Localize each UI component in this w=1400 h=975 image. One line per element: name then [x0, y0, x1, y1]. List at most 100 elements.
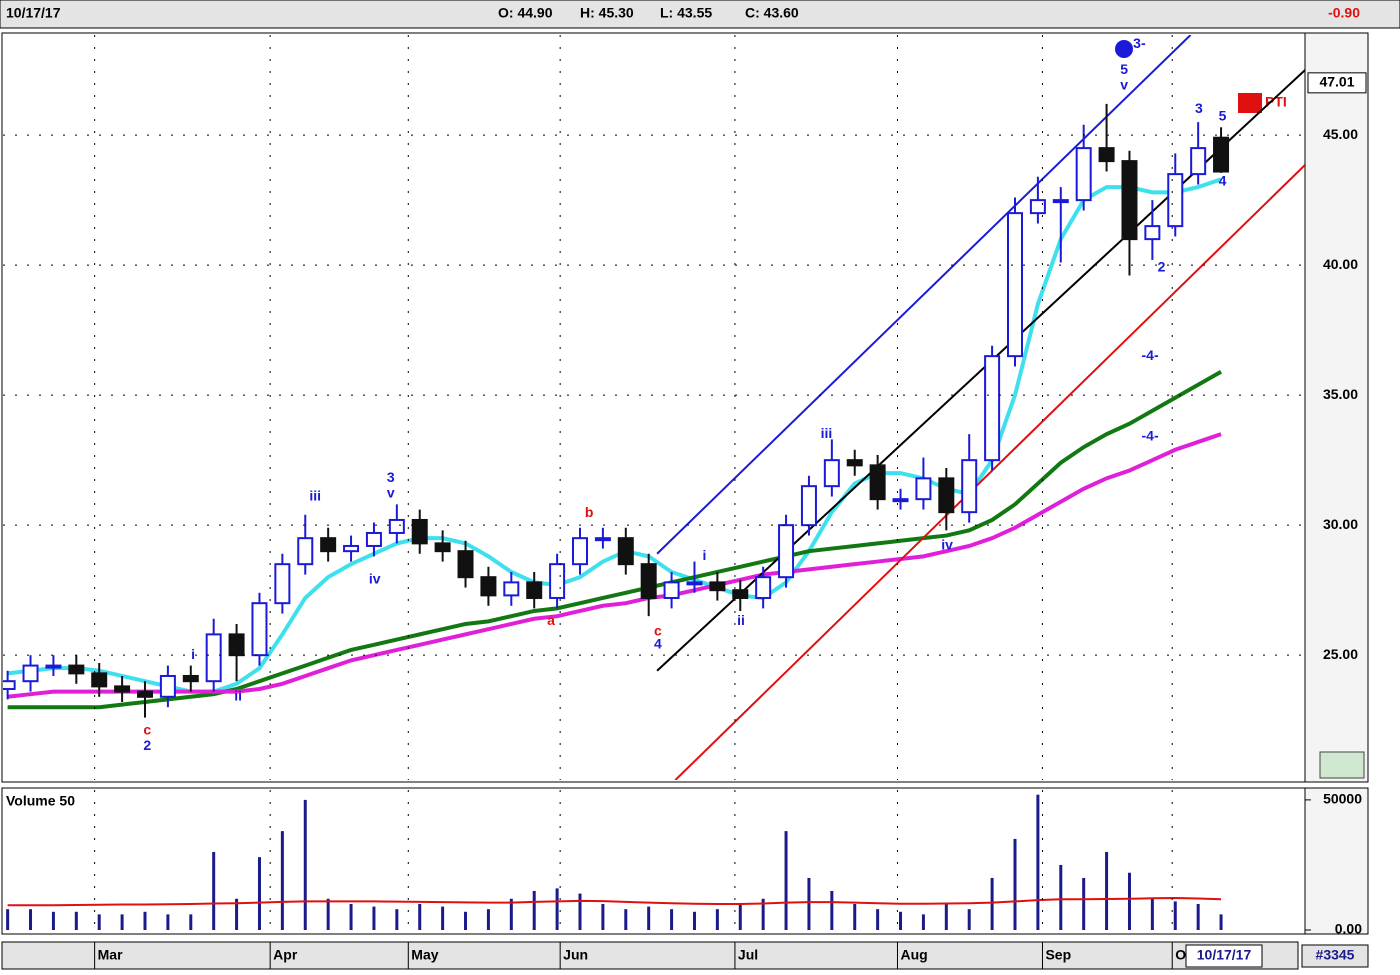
wave-label: b	[585, 504, 594, 520]
candle-body	[961, 459, 978, 514]
volume-bar	[1105, 851, 1109, 930]
volume-bar	[189, 914, 193, 930]
volume-bar	[601, 903, 605, 930]
wave-label: c	[654, 622, 662, 638]
wave-label: 4	[1219, 173, 1227, 189]
volume-bar	[486, 909, 490, 930]
volume-plot	[6, 794, 1223, 930]
volume-bar	[280, 831, 284, 930]
volume-bar	[235, 898, 239, 930]
x-tick-label: Mar	[98, 947, 123, 963]
candle-body	[159, 674, 176, 698]
candle-body	[1213, 136, 1230, 173]
header-change: -0.90	[1328, 5, 1360, 21]
candle-body	[1167, 173, 1184, 228]
volume-bar	[1219, 914, 1223, 930]
x-tick-label: Apr	[273, 947, 298, 963]
candle-body	[663, 581, 680, 599]
candle-body	[137, 690, 153, 698]
volume-bar	[303, 799, 307, 930]
candle-body	[572, 537, 588, 566]
wave-label: 3	[387, 469, 395, 485]
y-tick-label: 45.00	[1323, 126, 1358, 142]
wave-label: 5	[1120, 61, 1128, 77]
candle-body	[343, 544, 360, 553]
wave-label: v	[387, 485, 395, 501]
wave-label: ii	[234, 687, 242, 703]
volume-bar	[349, 903, 353, 930]
volume-bar	[97, 914, 101, 930]
candle-body	[984, 355, 1001, 462]
x-tick-label: Aug	[900, 947, 927, 963]
candle-body	[686, 581, 703, 586]
volume-bar	[853, 903, 857, 930]
candle-body	[1190, 147, 1207, 176]
footer-date: 10/17/17	[1197, 947, 1252, 963]
badge-box	[1238, 93, 1262, 113]
wave-label: c	[143, 721, 151, 737]
candle-body	[1075, 147, 1092, 202]
volume-bar	[647, 906, 651, 930]
wave-label: iii	[821, 425, 833, 441]
candle-body	[709, 581, 726, 592]
header-close: C: 43.60	[745, 5, 799, 21]
volume-bar	[876, 909, 880, 930]
volume-bar	[967, 909, 971, 930]
wave-label: 3-	[1133, 35, 1146, 51]
moving-average	[7, 177, 1222, 694]
volume-bar	[464, 911, 468, 930]
volume-bar	[257, 857, 261, 930]
candle-body	[594, 537, 611, 542]
volume-bar	[738, 903, 742, 930]
header-open: O: 44.90	[498, 5, 553, 21]
volume-bar	[143, 911, 147, 930]
candle-body	[205, 633, 222, 683]
candle-body	[640, 563, 657, 599]
volume-bar	[326, 898, 330, 930]
candle-body	[617, 537, 634, 566]
volume-bar	[784, 831, 788, 930]
candle-body	[22, 664, 39, 683]
volume-bar	[807, 877, 811, 930]
footer-date-box	[1185, 944, 1263, 968]
x-tick-label: Jul	[738, 947, 758, 963]
candle-body	[1029, 199, 1046, 215]
wave-label: 3	[1195, 100, 1203, 116]
candle-body	[411, 518, 428, 545]
volume-bar	[555, 888, 559, 930]
volume-bar	[166, 914, 170, 930]
volume-bar	[372, 906, 376, 930]
candle-body	[503, 581, 520, 597]
badge: PTI	[1265, 94, 1287, 110]
volume-panel	[1, 787, 1369, 935]
volume-bar	[1196, 903, 1200, 930]
volume-bar	[921, 914, 925, 930]
wave-label: -4-	[1142, 347, 1159, 363]
volume-bar	[1173, 901, 1177, 930]
candle-body	[846, 459, 863, 467]
volume-bar	[120, 914, 124, 930]
x-tick-label: May	[411, 947, 438, 963]
volume-bar	[990, 877, 994, 930]
date-axis	[1, 941, 1299, 970]
price-marker-box	[1307, 72, 1367, 94]
candle-body	[480, 576, 497, 597]
icon	[1319, 751, 1365, 779]
candle-body	[549, 563, 566, 599]
volume-bar	[830, 890, 834, 930]
candle-body	[755, 576, 772, 599]
wave-label: 5	[1219, 108, 1227, 124]
candle-body	[778, 524, 795, 579]
candle-body	[1052, 199, 1069, 204]
wave-circle	[1115, 40, 1133, 58]
candle-body	[938, 477, 955, 514]
header-low: L: 43.55	[660, 5, 712, 21]
candle-body	[365, 531, 382, 547]
candle-body	[274, 563, 291, 605]
wave-label: iii	[309, 487, 321, 503]
wave-label: 2	[1158, 258, 1166, 274]
volume-tick-label: 0.00	[1335, 921, 1362, 937]
